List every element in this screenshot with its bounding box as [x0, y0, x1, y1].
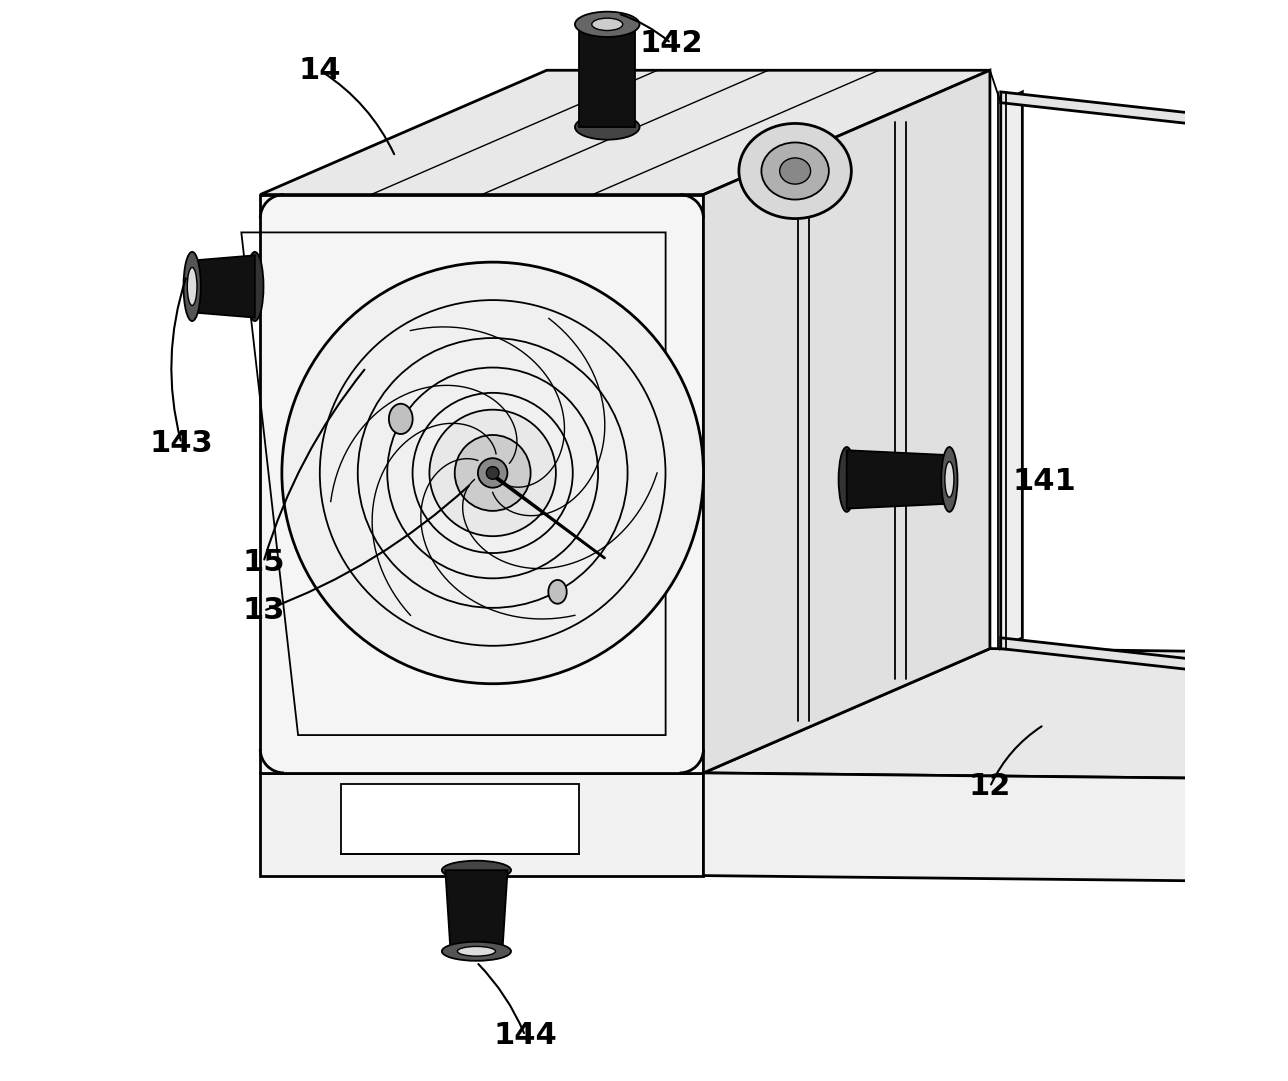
- Ellipse shape: [442, 942, 511, 961]
- Ellipse shape: [549, 579, 567, 603]
- Ellipse shape: [761, 143, 829, 200]
- Ellipse shape: [779, 158, 810, 184]
- Ellipse shape: [183, 252, 201, 321]
- Text: 141: 141: [1012, 467, 1075, 495]
- Polygon shape: [1001, 92, 1023, 649]
- Text: 142: 142: [639, 29, 703, 57]
- Polygon shape: [260, 773, 703, 876]
- Ellipse shape: [838, 448, 855, 511]
- Polygon shape: [1195, 114, 1215, 670]
- Polygon shape: [846, 450, 949, 509]
- Text: 15: 15: [242, 548, 285, 576]
- Ellipse shape: [457, 947, 496, 956]
- Polygon shape: [1001, 92, 1195, 124]
- Polygon shape: [341, 784, 580, 854]
- Polygon shape: [446, 870, 507, 951]
- Ellipse shape: [187, 267, 197, 306]
- Polygon shape: [260, 70, 990, 195]
- Ellipse shape: [442, 860, 511, 880]
- Polygon shape: [580, 24, 635, 128]
- Ellipse shape: [389, 403, 412, 433]
- Ellipse shape: [455, 435, 531, 511]
- Ellipse shape: [478, 458, 507, 488]
- Polygon shape: [192, 255, 255, 318]
- Polygon shape: [703, 773, 1215, 881]
- Text: 14: 14: [299, 56, 341, 84]
- Ellipse shape: [282, 262, 703, 684]
- Polygon shape: [1001, 638, 1195, 670]
- Polygon shape: [703, 649, 1288, 778]
- Text: 12: 12: [969, 773, 1011, 801]
- Ellipse shape: [945, 462, 954, 497]
- Ellipse shape: [487, 467, 498, 479]
- Text: 143: 143: [149, 429, 213, 457]
- Ellipse shape: [574, 115, 640, 139]
- Ellipse shape: [942, 448, 957, 511]
- Text: 144: 144: [493, 1022, 556, 1050]
- Polygon shape: [703, 70, 990, 773]
- Ellipse shape: [246, 252, 264, 321]
- Polygon shape: [260, 195, 703, 773]
- Polygon shape: [260, 751, 990, 876]
- Ellipse shape: [574, 12, 640, 37]
- Polygon shape: [1215, 654, 1288, 881]
- Ellipse shape: [591, 18, 622, 30]
- Text: 13: 13: [242, 597, 285, 625]
- Polygon shape: [703, 649, 990, 876]
- Ellipse shape: [739, 123, 851, 218]
- Polygon shape: [260, 649, 990, 773]
- Ellipse shape: [429, 410, 556, 536]
